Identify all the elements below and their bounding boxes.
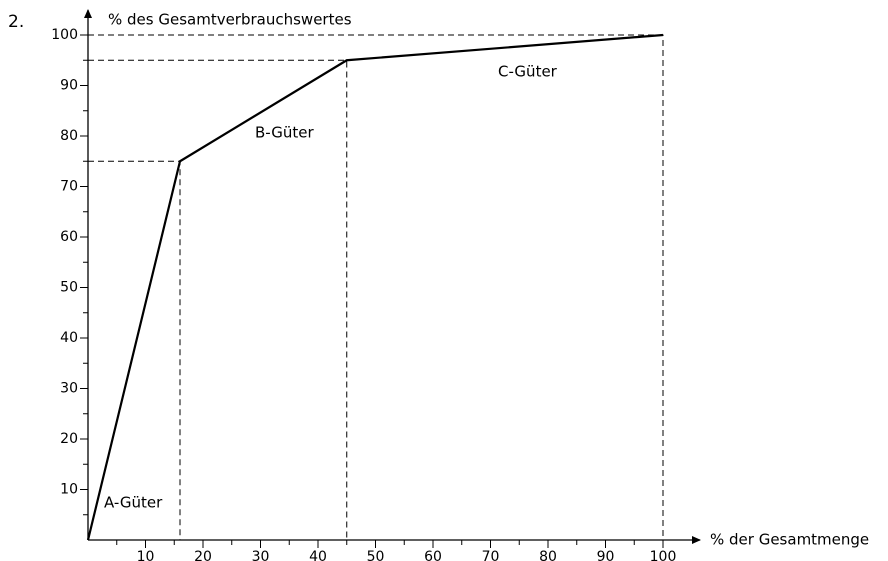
y-tick-label: 100 [51,27,78,43]
y-tick-label: 90 [60,78,78,94]
guide-line [88,34,664,540]
y-tick-label: 50 [60,280,78,296]
x-tick-label: 90 [597,549,615,561]
y-tick-label: 80 [60,128,78,144]
x-tick-label: 70 [482,549,500,561]
x-tick-label: 40 [309,549,327,561]
x-tick-label: 50 [367,549,385,561]
x-tick-label: 60 [424,549,442,561]
y-tick-label: 40 [60,330,78,346]
x-tick-label: 30 [252,549,270,561]
annotation: A-Güter [104,494,163,512]
y-tick-label: 70 [60,179,78,195]
y-tick-label: 10 [60,482,78,498]
annotation: C-Güter [498,63,558,81]
x-tick-label: 10 [137,549,155,561]
y-tick-label: 60 [60,229,78,245]
chart-number: 2. [8,12,24,32]
x-tick-label: 80 [539,549,557,561]
x-tick-label: 100 [650,549,677,561]
y-tick-label: 20 [60,431,78,447]
y-axis-label: % des Gesamtverbrauchswertes [108,11,352,29]
x-tick-label: 20 [194,549,212,561]
annotation: B-Güter [255,124,314,142]
x-axis-label: % der Gesamtmenge [710,531,869,549]
y-tick-label: 30 [60,381,78,397]
data-line [86,33,664,541]
